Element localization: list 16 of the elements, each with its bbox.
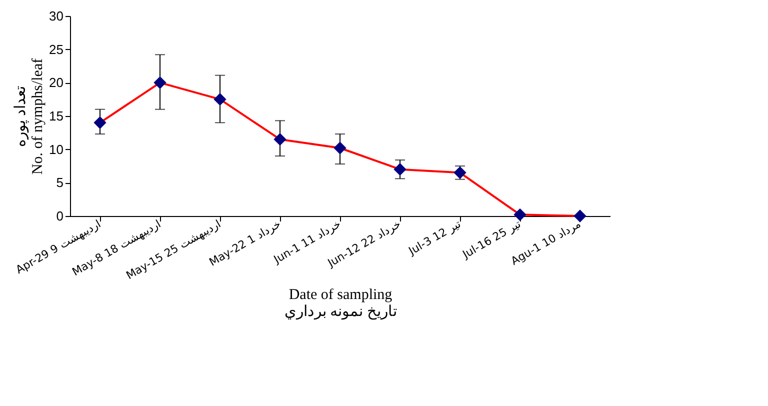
y-tick-label: 20 <box>49 75 64 90</box>
point <box>334 142 346 154</box>
point <box>94 116 106 129</box>
point <box>514 208 526 221</box>
y-tick-label: 5 <box>56 175 64 190</box>
point <box>214 93 226 106</box>
point <box>154 76 166 89</box>
x-tick-label: Jul-3 12 تیر <box>406 217 463 258</box>
y-tick-label: 25 <box>49 42 64 57</box>
y-tick-label: 10 <box>49 142 64 157</box>
y-tick-label: 30 <box>49 8 64 24</box>
point <box>274 133 286 146</box>
point <box>574 210 586 222</box>
y-tick-label: 0 <box>56 208 64 224</box>
y-tick-label: 15 <box>49 108 64 124</box>
point <box>394 163 406 176</box>
